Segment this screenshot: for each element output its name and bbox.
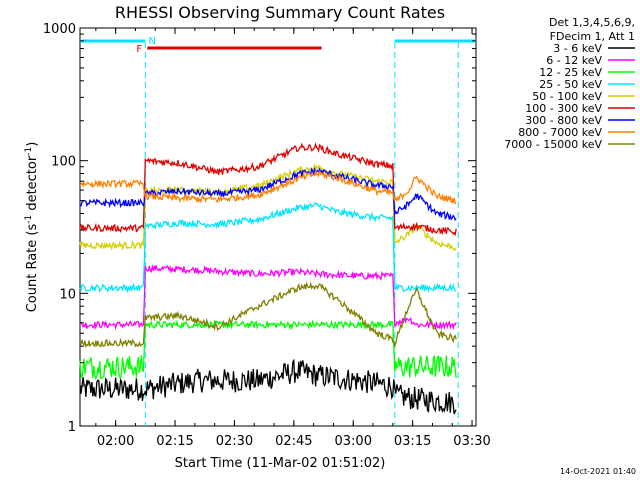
series-layer: [79, 142, 457, 415]
series-line: [79, 319, 457, 380]
series-line: [79, 202, 457, 294]
legend-label: 100 - 300 keV: [525, 102, 602, 115]
x-tick-label: 03:00: [335, 434, 372, 449]
series-line: [79, 142, 457, 237]
flare-marker-label: F: [136, 44, 142, 55]
x-tick-label: 02:30: [216, 434, 253, 449]
y-tick-label: 1: [68, 420, 76, 435]
legend-label: 25 - 50 keV: [539, 78, 602, 91]
x-tick-label: 02:00: [97, 434, 134, 449]
legend: Det 1,3,4,5,6,9, FDecim 1, Att 1 3 - 6 k…: [504, 16, 635, 151]
legend-header-line-2: FDecim 1, Att 1: [550, 30, 635, 43]
night-boundary-lines: [144, 42, 459, 426]
night-marker-label: N: [148, 36, 155, 47]
x-tick-label: 02:45: [275, 434, 312, 449]
chart-title: RHESSI Observing Summary Count Rates: [115, 3, 445, 22]
series-line: [79, 167, 457, 222]
plot-frame: [79, 27, 477, 427]
legend-label: 6 - 12 keV: [546, 54, 602, 67]
series-line: [79, 264, 457, 331]
legend-label: 50 - 100 keV: [532, 90, 602, 103]
timestamp: 14-Oct-2021 01:40: [560, 467, 636, 476]
x-tick-label: 03:30: [453, 434, 490, 449]
series-line: [79, 169, 457, 205]
series-line: [79, 358, 457, 415]
series-line: [79, 281, 457, 349]
y-axis-ticks: 1 10 100 1000: [43, 22, 476, 435]
legend-label: 7000 - 15000 keV: [504, 138, 602, 151]
x-tick-label: 02:15: [156, 434, 193, 449]
legend-label: 12 - 25 keV: [539, 66, 602, 79]
y-tick-label: 100: [51, 155, 76, 170]
x-tick-label: 03:15: [394, 434, 431, 449]
x-axis-label: Start Time (11-Mar-02 01:51:02): [175, 456, 386, 471]
legend-header-line-1: Det 1,3,4,5,6,9,: [549, 16, 635, 29]
y-axis-label: Count Rate (s-1 detector-1): [24, 142, 40, 313]
y-tick-label: 1000: [43, 22, 76, 37]
legend-label: 800 - 7000 keV: [518, 126, 602, 139]
legend-label: 300 - 800 keV: [525, 114, 602, 127]
x-axis-ticks: 02:00 02:15 02:30 02:45 03:00 03:15 03:30: [95, 28, 491, 449]
legend-label: 3 - 6 keV: [553, 42, 602, 55]
observing-markers: NF: [80, 36, 476, 55]
y-tick-label: 10: [59, 287, 76, 302]
